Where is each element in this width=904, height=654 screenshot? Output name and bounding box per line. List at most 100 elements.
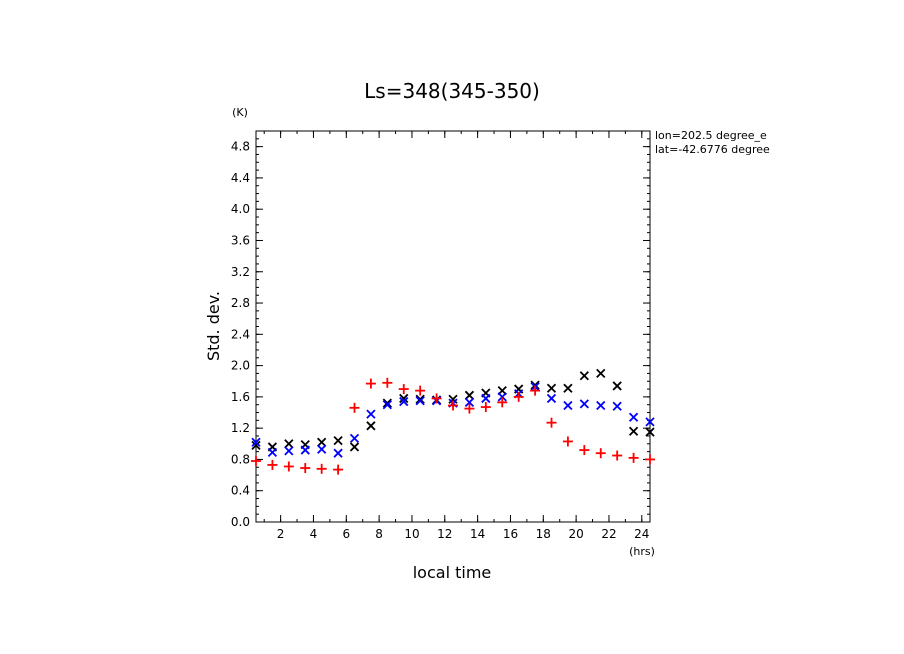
- data-point: [563, 400, 573, 411]
- data-point: [645, 417, 655, 427]
- data-point: [415, 394, 425, 404]
- x-tick-label: 22: [601, 527, 616, 541]
- data-point: [316, 463, 327, 474]
- x-axis-unit: (hrs): [629, 545, 655, 558]
- data-point: [333, 448, 343, 458]
- data-point: [464, 397, 475, 407]
- data-point: [645, 454, 655, 465]
- data-point: [365, 378, 376, 389]
- data-point: [579, 399, 589, 409]
- data-point: [267, 459, 278, 470]
- data-point: [645, 427, 655, 437]
- x-tick-label: 2: [277, 527, 285, 541]
- data-point: [596, 368, 606, 379]
- data-point: [317, 437, 327, 447]
- data-point: [595, 448, 606, 459]
- data-point: [579, 371, 589, 381]
- data-point: [628, 452, 639, 463]
- data-point: [497, 397, 508, 408]
- data-point: [464, 390, 475, 400]
- data-point: [251, 437, 261, 447]
- data-point: [300, 445, 310, 455]
- x-tick-label: 4: [310, 527, 318, 541]
- data-point: [431, 393, 442, 404]
- data-point: [546, 393, 557, 404]
- x-tick-label: 8: [375, 527, 383, 541]
- data-point: [530, 385, 541, 396]
- chart-title: Ls=348(345-350): [364, 79, 540, 103]
- data-point: [398, 384, 409, 395]
- data-point: [579, 445, 590, 456]
- data-point: [497, 392, 507, 402]
- data-point: [284, 446, 294, 456]
- data-point: [349, 433, 360, 443]
- data-point: [349, 402, 360, 413]
- data-point: [546, 417, 557, 428]
- x-axis-label: local time: [413, 563, 492, 582]
- data-point: [612, 381, 622, 391]
- data-point: [448, 400, 458, 411]
- data-point: [481, 393, 491, 404]
- y-tick-label: 2.8: [231, 296, 250, 310]
- data-point: [480, 402, 491, 413]
- x-tick-label: 20: [568, 527, 583, 541]
- data-point: [596, 400, 606, 411]
- x-tick-label: 16: [503, 527, 518, 541]
- data-point: [333, 464, 344, 475]
- x-tick-label: 12: [437, 527, 452, 541]
- y-tick-label: 0.0: [231, 515, 250, 529]
- data-point: [448, 394, 458, 404]
- y-tick-label: 3.2: [231, 265, 250, 279]
- y-tick-label: 2.4: [231, 327, 250, 341]
- x-tick-label: 18: [536, 527, 551, 541]
- data-point: [399, 393, 409, 404]
- data-point: [628, 412, 639, 422]
- y-tick-label: 1.6: [231, 390, 250, 404]
- data-point: [366, 409, 376, 419]
- data-point: [251, 440, 261, 451]
- axis-ticks: 0.0 0.4 0.8 1.2 1.6 2.0 2.4 2.8 3.2 3.6 4.0 4.4 4.8 2…: [231, 130, 650, 541]
- data-point: [349, 442, 360, 452]
- data-point: [382, 377, 393, 388]
- x-tick-label: 24: [634, 527, 649, 541]
- y-tick-label: 4.4: [231, 171, 250, 185]
- data-point: [530, 380, 540, 390]
- data-point: [284, 439, 294, 449]
- y-tick-label: 4.8: [231, 140, 250, 154]
- plot-frame: [255, 130, 651, 523]
- y-axis-unit: (K): [232, 106, 248, 119]
- data-point: [267, 447, 278, 458]
- y-tick-label: 1.2: [231, 421, 250, 435]
- y-tick-label: 4.0: [231, 202, 250, 216]
- data-point: [513, 391, 524, 402]
- data-point: [563, 383, 573, 393]
- data-point: [415, 396, 425, 406]
- data-point: [546, 383, 557, 393]
- data-point: [612, 401, 622, 411]
- data-point: [628, 426, 639, 436]
- y-axis-label: Std. dev.: [204, 291, 223, 361]
- data-point: [562, 436, 573, 447]
- data-point: [382, 400, 392, 410]
- y-tick-label: 2.0: [231, 359, 250, 373]
- data-point: [415, 385, 426, 396]
- x-tick-label: 6: [342, 527, 350, 541]
- annotation-lon: lon=202.5 degree_e: [655, 129, 767, 142]
- data-point: [612, 450, 623, 461]
- y-tick-label: 3.6: [231, 233, 250, 247]
- data-point: [399, 396, 409, 407]
- x-tick-label: 14: [470, 527, 485, 541]
- annotation-lat: lat=-42.6776 degree: [655, 143, 770, 156]
- x-tick-label: 10: [404, 527, 419, 541]
- data-point: [464, 403, 475, 414]
- data-point: [300, 463, 311, 474]
- y-tick-label: 0.8: [231, 452, 250, 466]
- data-point: [382, 398, 392, 408]
- data-point: [283, 461, 294, 472]
- data-point: [333, 436, 343, 446]
- y-tick-label: 0.4: [231, 484, 250, 498]
- data-point: [251, 456, 261, 467]
- data-point: [366, 421, 376, 431]
- data-points: [251, 368, 655, 475]
